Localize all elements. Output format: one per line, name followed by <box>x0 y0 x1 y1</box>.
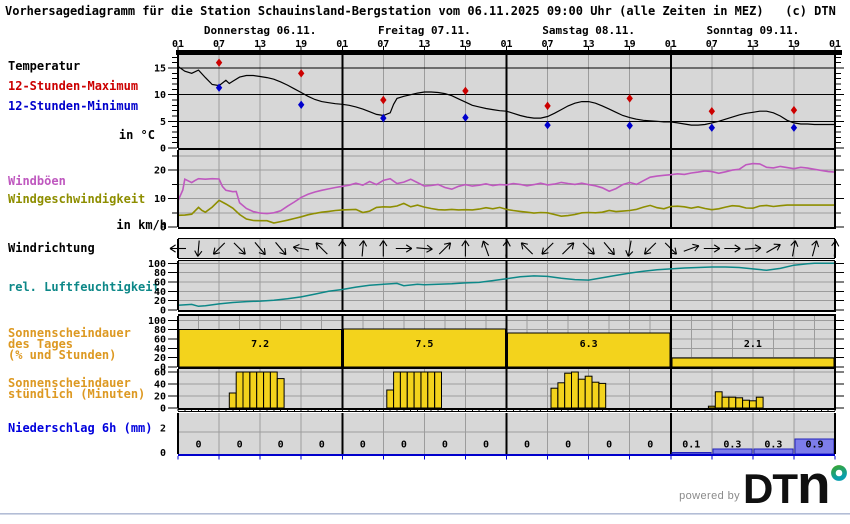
svg-text:40: 40 <box>154 344 166 355</box>
svg-text:01: 01 <box>500 39 512 50</box>
panel-label: Niederschlag 6h (mm) <box>8 421 153 435</box>
svg-text:10: 10 <box>154 90 166 101</box>
svg-text:01: 01 <box>665 39 677 50</box>
panel-label: 12-Stunden-Maximum <box>8 79 139 93</box>
footer: powered by DTn <box>0 453 850 515</box>
svg-text:01: 01 <box>829 39 841 50</box>
svg-text:01: 01 <box>172 39 184 50</box>
svg-text:07: 07 <box>542 39 554 50</box>
svg-text:7.2: 7.2 <box>251 339 269 350</box>
svg-text:0: 0 <box>160 306 166 317</box>
svg-text:0: 0 <box>278 440 284 451</box>
svg-text:19: 19 <box>624 39 636 50</box>
svg-text:0: 0 <box>237 440 243 451</box>
panel-label: 12-Stunden-Minimum <box>8 99 139 113</box>
svg-text:20: 20 <box>154 392 166 403</box>
dtn-logo-ring-icon <box>831 465 847 481</box>
panel-label: Sonnenscheindauer <box>8 376 131 390</box>
panel-label: stündlich (Minuten) <box>8 387 146 401</box>
bottom-rule <box>0 513 850 515</box>
svg-text:0.9: 0.9 <box>805 440 823 451</box>
powered-by-text: powered by <box>679 490 740 502</box>
svg-text:01: 01 <box>336 39 348 50</box>
svg-text:13: 13 <box>583 39 595 50</box>
panel-label: Sonnenscheindauer <box>8 326 131 340</box>
svg-text:13: 13 <box>418 39 430 50</box>
chart-panels: 7.2 7.5 6.3 2.1 0 0 0 0 0 0 0 0 0 0 0 0 0.1 0.3 0.3 0.9 0 5 10… <box>148 24 844 460</box>
panel-label: in °C <box>118 128 155 142</box>
svg-text:0: 0 <box>360 440 366 451</box>
svg-text:60: 60 <box>154 335 166 346</box>
panel-label: Temperatur <box>8 59 81 73</box>
panel-label: Windrichtung <box>8 241 95 255</box>
svg-text:07: 07 <box>706 39 718 50</box>
svg-text:0: 0 <box>524 440 530 451</box>
svg-text:0: 0 <box>606 440 612 451</box>
svg-text:100: 100 <box>148 259 166 270</box>
svg-text:0: 0 <box>160 363 166 374</box>
svg-text:20: 20 <box>154 296 166 307</box>
svg-text:19: 19 <box>788 39 800 50</box>
panel-label: Windböen <box>8 174 66 188</box>
svg-text:0: 0 <box>160 223 166 234</box>
svg-text:19: 19 <box>459 39 471 50</box>
svg-text:0: 0 <box>319 440 325 451</box>
panel-label: (% und Stunden) <box>8 348 117 362</box>
svg-text:0: 0 <box>442 440 448 451</box>
page-title: Vorhersagediagramm für die Station Schau… <box>5 4 836 18</box>
svg-text:07: 07 <box>213 39 225 50</box>
svg-text:13: 13 <box>254 39 266 50</box>
svg-text:6.3: 6.3 <box>580 339 598 350</box>
panel-label: rel. Luftfeuchtigkeit <box>8 280 160 294</box>
svg-text:2.1: 2.1 <box>744 339 762 350</box>
svg-text:0: 0 <box>160 448 166 459</box>
svg-text:Sonntag 09.11.: Sonntag 09.11. <box>707 24 800 37</box>
svg-text:80: 80 <box>154 268 166 279</box>
svg-text:40: 40 <box>154 287 166 298</box>
svg-text:0: 0 <box>565 440 571 451</box>
svg-text:40: 40 <box>154 380 166 391</box>
svg-text:0: 0 <box>647 440 653 451</box>
svg-text:7.5: 7.5 <box>415 339 433 350</box>
svg-text:0: 0 <box>483 440 489 451</box>
panel-label: in km/h <box>116 218 167 232</box>
svg-text:13: 13 <box>747 39 759 50</box>
svg-text:Donnerstag 06.11.: Donnerstag 06.11. <box>204 24 317 37</box>
svg-text:0: 0 <box>401 440 407 451</box>
svg-text:100: 100 <box>148 316 166 327</box>
svg-text:07: 07 <box>377 39 389 50</box>
svg-text:0: 0 <box>160 144 166 155</box>
dtn-logo-text: DTn <box>743 453 830 515</box>
svg-text:60: 60 <box>154 368 166 379</box>
svg-text:5: 5 <box>160 117 166 128</box>
svg-text:10: 10 <box>154 194 166 205</box>
svg-text:15: 15 <box>154 64 166 75</box>
svg-text:0: 0 <box>196 440 202 451</box>
svg-text:2: 2 <box>160 424 166 435</box>
svg-text:20: 20 <box>154 166 166 177</box>
svg-text:60: 60 <box>154 277 166 288</box>
svg-text:20: 20 <box>154 353 166 364</box>
svg-text:Samstag 08.11.: Samstag 08.11. <box>542 24 635 37</box>
panel-label: Windgeschwindigkeit <box>8 192 146 206</box>
svg-text:0.3: 0.3 <box>723 440 741 451</box>
svg-text:0.1: 0.1 <box>682 440 700 451</box>
svg-text:0.3: 0.3 <box>764 440 782 451</box>
svg-text:0: 0 <box>160 404 166 415</box>
svg-text:19: 19 <box>295 39 307 50</box>
svg-text:80: 80 <box>154 325 166 336</box>
panel-label: des Tages <box>8 337 74 351</box>
svg-text:Freitag 07.11.: Freitag 07.11. <box>378 24 471 37</box>
